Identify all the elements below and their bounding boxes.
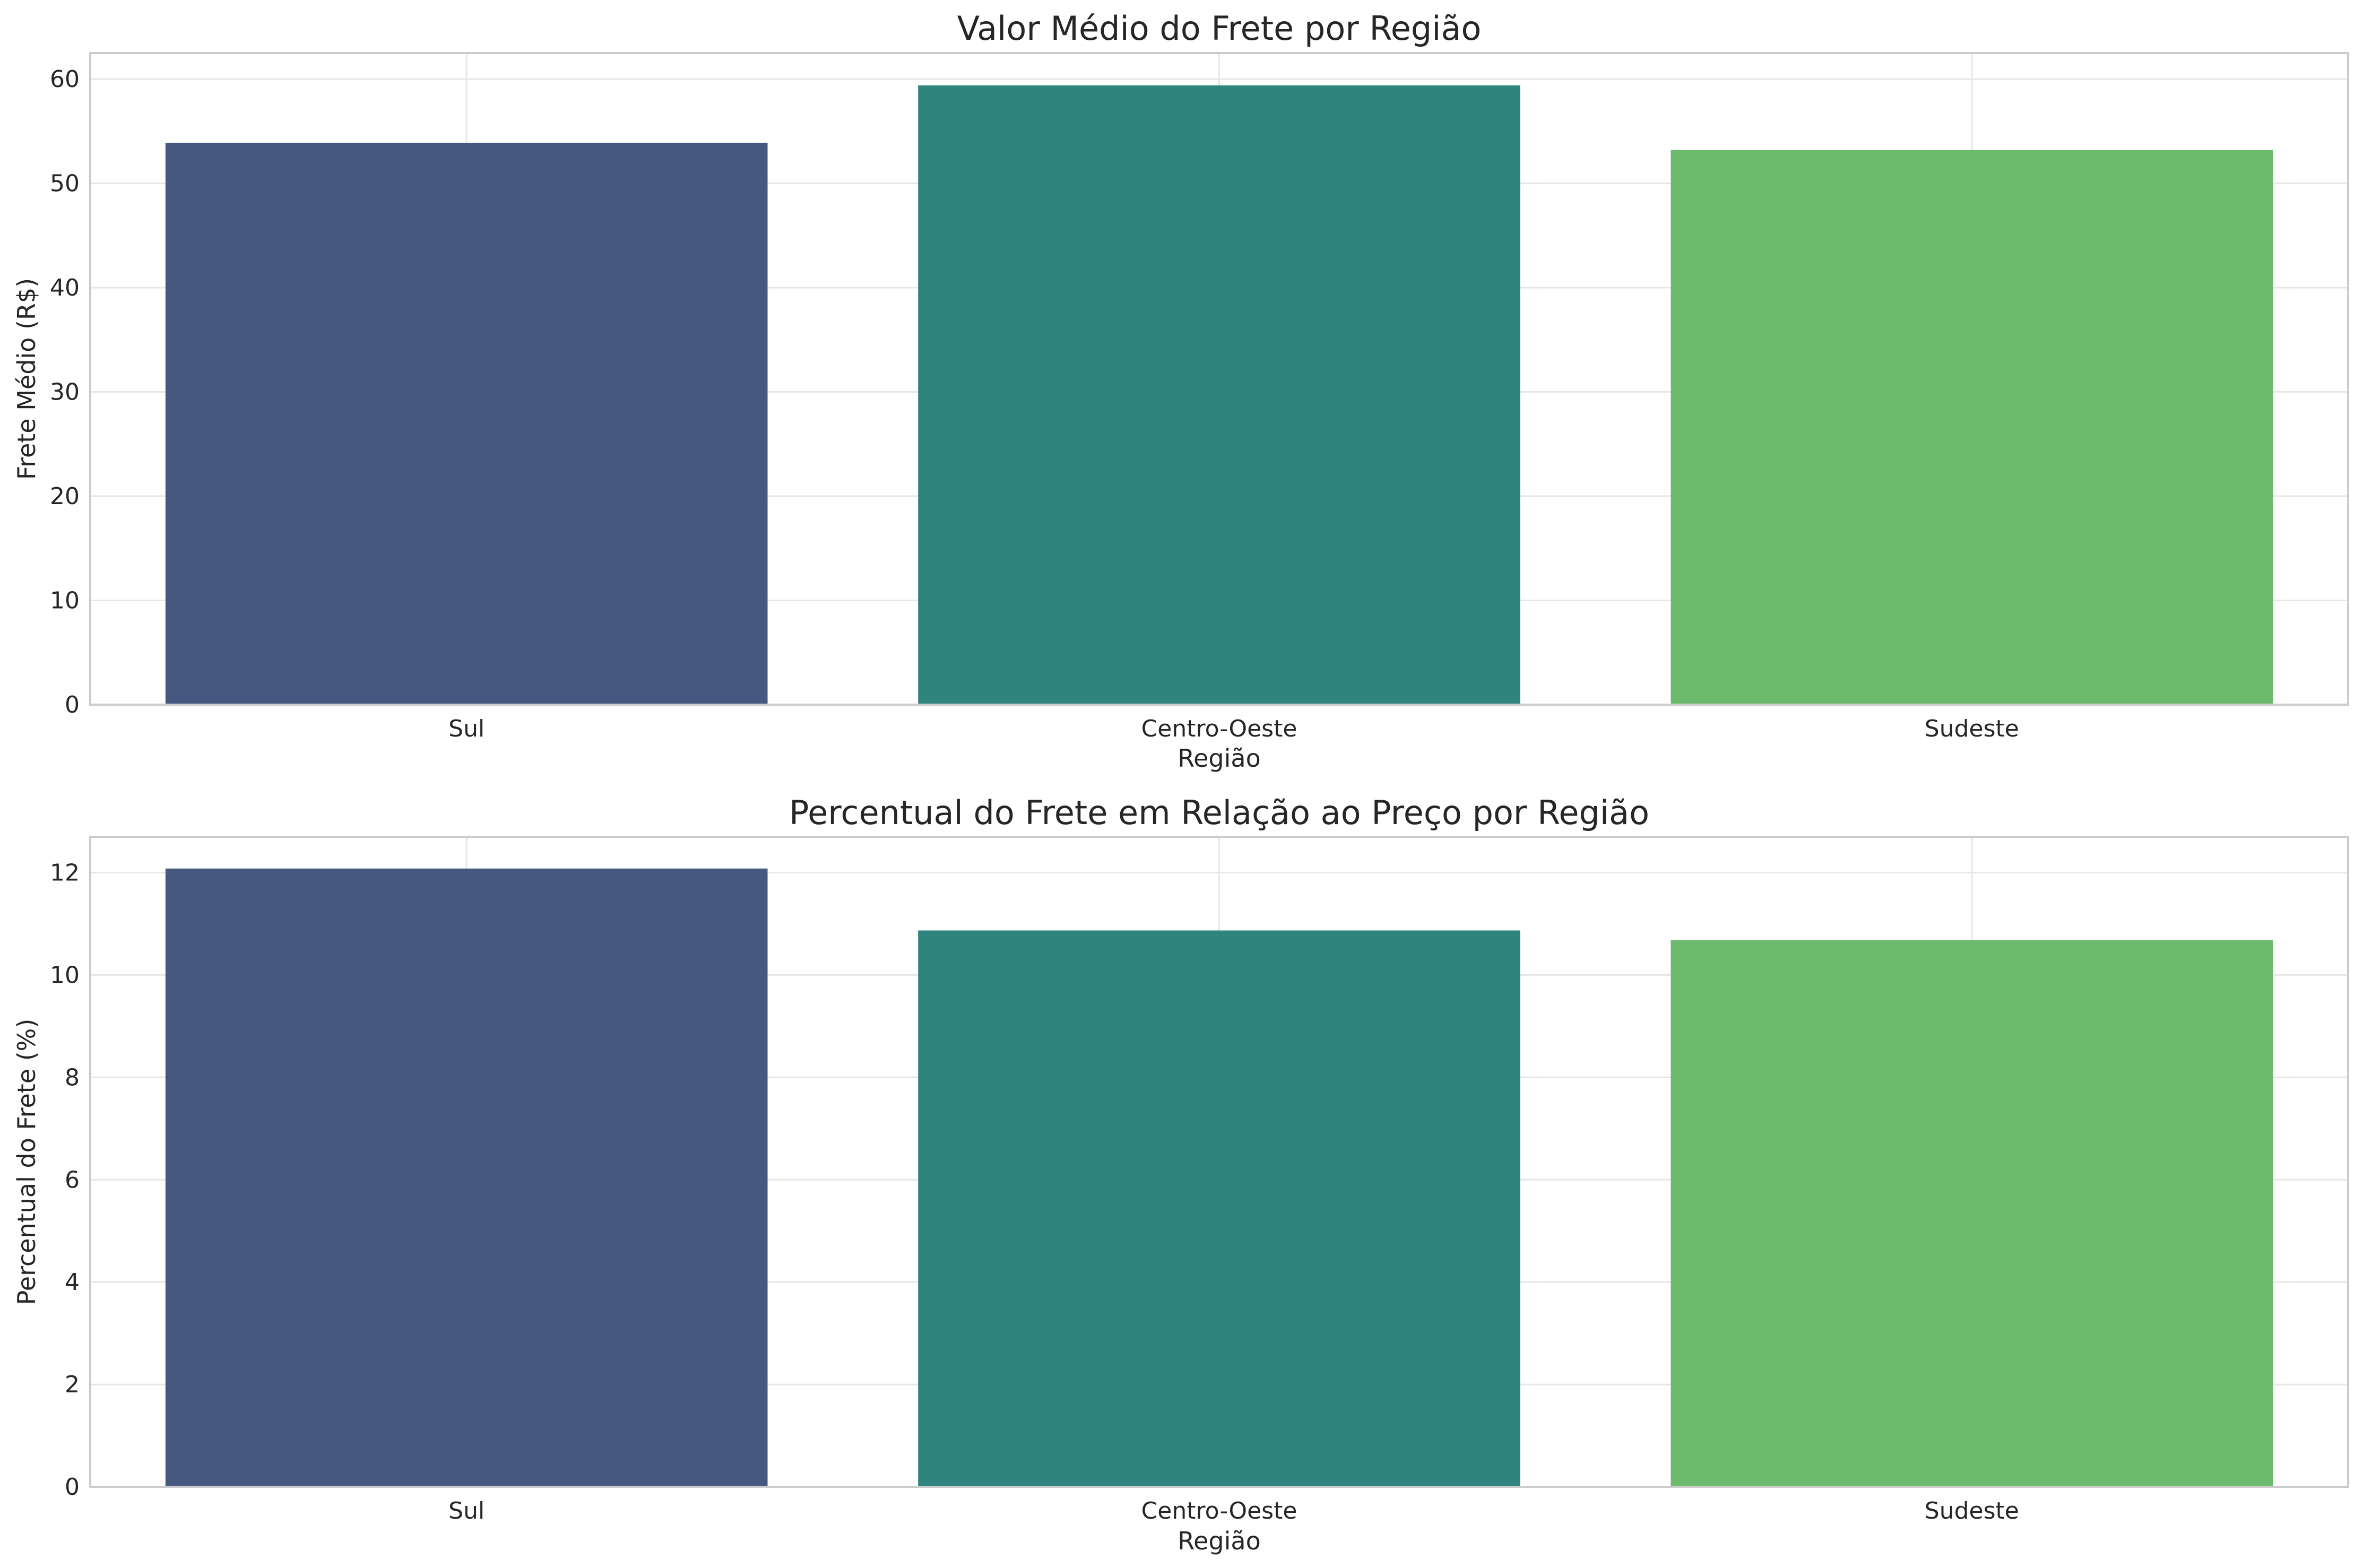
x-axis-label: Região bbox=[1178, 744, 1261, 773]
y-tick-label: 2 bbox=[65, 1371, 80, 1398]
plot-frame bbox=[89, 836, 2349, 1488]
chart-panel-1: 0 10 20 30 40 50 60 Sul Centro-Oeste Sudeste Valor… bbox=[12, 9, 2349, 773]
chart-panel-2: 0 2 4 6 8 10 12 Sul Centro-Oeste Sudeste Percentua… bbox=[12, 793, 2349, 1555]
x-tick-label: Sul bbox=[448, 1497, 484, 1524]
y-tick-label: 60 bbox=[50, 66, 80, 93]
y-tick-label: 0 bbox=[65, 1474, 80, 1501]
bar-centro-oeste bbox=[918, 930, 1520, 1487]
y-tick-label: 0 bbox=[65, 691, 80, 718]
y-axis-label: Frete Médio (R$) bbox=[12, 278, 41, 480]
y-tick-label: 10 bbox=[50, 587, 80, 614]
y-tick-label: 4 bbox=[65, 1269, 80, 1296]
bar-centro-oeste bbox=[918, 85, 1520, 705]
x-tick-label: Centro-Oeste bbox=[1141, 1497, 1297, 1524]
x-tick-label: Sudeste bbox=[1925, 1497, 2019, 1524]
y-tick-label: 10 bbox=[50, 961, 80, 989]
x-tick-label: Sudeste bbox=[1925, 715, 2019, 742]
chart-title: Valor Médio do Frete por Região bbox=[957, 9, 1482, 48]
chart-title: Percentual do Frete em Relação ao Preço … bbox=[789, 793, 1649, 832]
bar-sudeste bbox=[1670, 150, 2273, 705]
bar-sudeste bbox=[1670, 940, 2273, 1487]
y-tick-label: 20 bbox=[50, 483, 80, 510]
plot-frame bbox=[89, 52, 2349, 706]
y-tick-label: 40 bbox=[50, 274, 80, 301]
y-tick-label: 8 bbox=[65, 1064, 80, 1091]
x-tick-label: Sul bbox=[448, 715, 484, 742]
y-tick-label: 6 bbox=[65, 1166, 80, 1193]
x-tick-label: Centro-Oeste bbox=[1141, 715, 1297, 742]
y-tick-label: 12 bbox=[50, 860, 80, 887]
y-tick-label: 50 bbox=[50, 170, 80, 197]
bar-sul bbox=[165, 142, 768, 705]
y-axis-label: Percentual do Frete (%) bbox=[12, 1019, 41, 1305]
y-tick-label: 30 bbox=[50, 379, 80, 406]
bar-sul bbox=[165, 868, 768, 1487]
x-axis-label: Região bbox=[1178, 1527, 1261, 1555]
